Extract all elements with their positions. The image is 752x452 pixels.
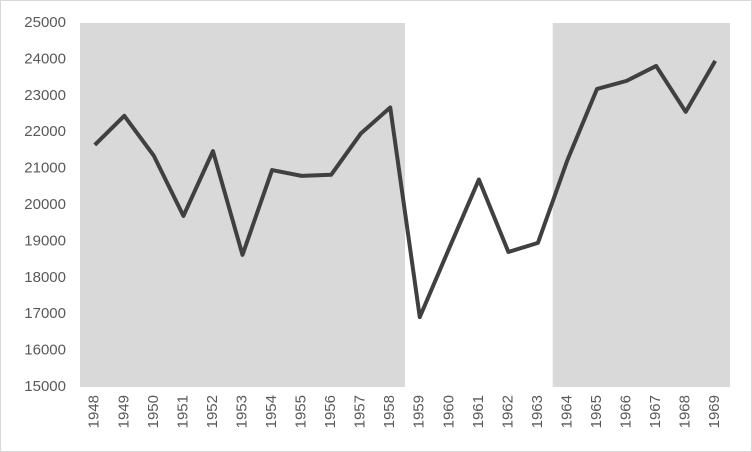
y-tick-label: 18000 (24, 269, 66, 286)
x-tick-label: 1951 (174, 395, 191, 428)
x-tick-label: 1968 (677, 395, 694, 428)
x-tick-label: 1957 (352, 395, 369, 428)
x-tick-label: 1954 (263, 395, 280, 428)
y-tick-label: 15000 (24, 378, 66, 395)
x-tick-label: 1966 (618, 395, 635, 428)
x-tick-label: 1958 (381, 395, 398, 428)
x-tick-label: 1964 (558, 395, 575, 428)
line-series (93, 59, 717, 320)
x-tick-label: 1967 (647, 395, 664, 428)
x-tick-label: 1960 (440, 395, 457, 428)
y-tick-label: 19000 (24, 232, 66, 249)
x-tick-label: 1962 (499, 395, 516, 428)
x-tick-label: 1959 (411, 395, 428, 428)
x-tick-label: 1950 (145, 395, 162, 428)
x-tick-label: 1948 (86, 395, 103, 428)
y-tick-label: 25000 (24, 14, 66, 31)
y-tick-label: 21000 (24, 160, 66, 177)
x-tick-label: 1965 (588, 395, 605, 428)
y-tick-label: 22000 (24, 123, 66, 140)
x-tick-label: 1952 (204, 395, 221, 428)
y-tick-label: 17000 (24, 305, 66, 322)
y-tick-label: 24000 (24, 50, 66, 67)
x-tick-label: 1949 (115, 395, 132, 428)
x-tick-label: 1969 (706, 395, 723, 428)
y-tick-label: 23000 (24, 87, 66, 104)
shaded-region (80, 23, 405, 387)
y-tick-label: 16000 (24, 342, 66, 359)
x-tick-label: 1953 (233, 395, 250, 428)
x-tick-label: 1961 (470, 395, 487, 428)
x-tick-label: 1963 (529, 395, 546, 428)
x-tick-label: 1955 (293, 395, 310, 428)
y-tick-label: 20000 (24, 196, 66, 213)
x-tick-label: 1956 (322, 395, 339, 428)
